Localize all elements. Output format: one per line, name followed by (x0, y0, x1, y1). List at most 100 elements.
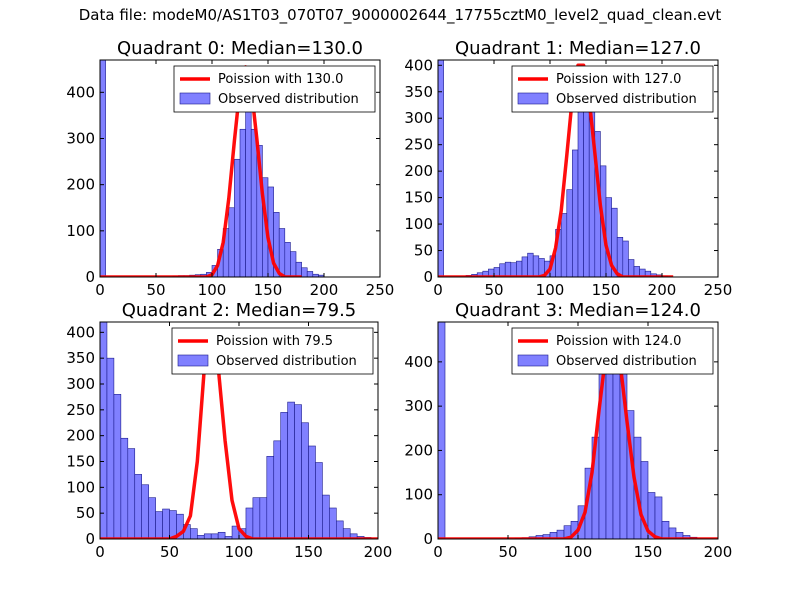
histogram-bar (203, 533, 212, 539)
legend-box (173, 65, 376, 113)
y-tick-label: 100 (404, 486, 433, 504)
y-tick-label: 100 (404, 215, 433, 233)
histogram-bar (504, 261, 512, 277)
histogram-bar (577, 99, 584, 277)
legend: Poission with 79.5 Observed distribution (171, 327, 374, 375)
legend-curve-label: Poission with 124.0 (556, 334, 681, 349)
x-tick-label: 200 (364, 543, 393, 561)
histogram-bar (284, 242, 291, 277)
histogram-bar (329, 507, 337, 539)
x-tick-label: 0 (433, 543, 443, 561)
legend: Poission with 130.0 Observed distribution (173, 65, 376, 113)
legend: Poission with 127.0 Observed distribution (511, 65, 714, 113)
histogram-bar (245, 507, 254, 539)
histogram-bar (134, 474, 142, 539)
figure-title: Data file: modeM0/AS1T03_070T07_90000026… (78, 6, 722, 24)
histogram-bar (499, 263, 506, 277)
histogram-bar (527, 252, 534, 277)
legend-bars-label: Observed distribution (216, 354, 357, 369)
y-tick-label: 400 (66, 323, 95, 341)
histogram-bar (278, 228, 286, 277)
x-tick-label: 100 (225, 543, 254, 561)
y-tick-label: 0 (85, 530, 95, 548)
quadrant-2-chart: 0 50 100 150 200 0 50 100 150 200 250 300 350 400 Quad… (66, 300, 392, 561)
histogram-bar (532, 255, 540, 277)
histogram-bar (301, 422, 309, 539)
histogram-bar (228, 207, 235, 277)
y-tick-label: 150 (404, 189, 433, 207)
y-tick-label: 350 (66, 349, 95, 367)
legend-curve-label: Poission with 130.0 (218, 72, 343, 87)
axes-frame (99, 59, 381, 278)
histogram-bar (106, 357, 115, 539)
y-tick-label: 100 (66, 222, 95, 240)
x-tick-label: 200 (704, 543, 733, 561)
legend: Poission with 124.0 Observed distribution (511, 327, 714, 375)
quadrant-0-chart: 0 50 100 150 200 250 0 100 200 300 400 Quadrant 0: … (66, 38, 394, 299)
x-tick-label: 200 (310, 281, 339, 299)
histogram-bar (290, 251, 297, 277)
panel-title: Quadrant 0: Median=130.0 (117, 38, 363, 59)
histogram-bar (661, 520, 670, 539)
x-tick-label: 0 (433, 281, 443, 299)
y-tick-label: 400 (404, 353, 433, 371)
histogram-bar (308, 445, 316, 539)
y-tick-label: 200 (66, 176, 95, 194)
x-tick-label: 50 (484, 281, 503, 299)
histogram-bar (141, 484, 149, 539)
y-tick-label: 300 (404, 397, 433, 415)
histogram-bar (566, 189, 573, 277)
histogram-bar (266, 456, 275, 539)
histogram-bar (210, 533, 219, 539)
plot-area (100, 60, 325, 277)
panel-title: Quadrant 1: Median=127.0 (455, 38, 701, 59)
y-tick-label: 200 (404, 162, 433, 180)
histogram-bar (294, 404, 302, 539)
legend-bars-label: Observed distribution (556, 92, 697, 107)
legend-bars-swatch (517, 354, 549, 367)
x-tick-label: 100 (198, 281, 227, 299)
histogram-bar (315, 462, 323, 539)
x-tick-label: 0 (95, 281, 105, 299)
histogram-bar (622, 240, 629, 277)
plot-area (100, 322, 378, 539)
histogram-bar (654, 496, 663, 539)
histogram-bar (100, 60, 106, 277)
histogram-bar (616, 237, 624, 277)
y-tick-label: 0 (423, 268, 433, 286)
histogram-bar (259, 497, 268, 539)
x-tick-label: 50 (498, 543, 517, 561)
y-tick-label: 50 (76, 504, 95, 522)
y-tick-label: 300 (66, 129, 95, 147)
histogram-bar (322, 494, 330, 539)
histogram-bar (127, 448, 136, 539)
x-tick-label: 0 (95, 543, 105, 561)
quadrant-3-chart: 0 50 100 150 200 0 100 200 300 400 Quadrant 3: Med… (404, 300, 732, 561)
histogram-bar (516, 260, 523, 277)
histogram-bar (162, 508, 170, 539)
histogram-bar (510, 262, 517, 277)
legend-bars-swatch (517, 92, 549, 105)
y-tick-label: 50 (414, 242, 433, 260)
legend-bars-label: Observed distribution (556, 354, 697, 369)
histogram-bar (252, 497, 261, 539)
quadrant-1-chart: 0 50 100 150 200 250 0 50 100 150 200 250 300 350 400 Q… (404, 38, 732, 299)
legend-box (511, 327, 714, 375)
histogram-bar (521, 256, 528, 277)
y-tick-label: 250 (66, 401, 95, 419)
histogram-bar (250, 128, 258, 277)
y-tick-label: 250 (404, 136, 433, 154)
histogram-bar (217, 531, 226, 539)
legend-bars-swatch (177, 354, 209, 367)
histogram-bar (301, 267, 308, 277)
legend-bars-swatch (179, 92, 211, 105)
x-tick-label: 150 (254, 281, 283, 299)
x-tick-label: 50 (160, 543, 179, 561)
histogram-bar (197, 535, 205, 539)
histogram-bar (190, 528, 198, 539)
x-tick-label: 250 (704, 281, 733, 299)
x-tick-label: 200 (648, 281, 677, 299)
poisson-curve (438, 63, 674, 277)
histogram-bar (155, 511, 163, 539)
